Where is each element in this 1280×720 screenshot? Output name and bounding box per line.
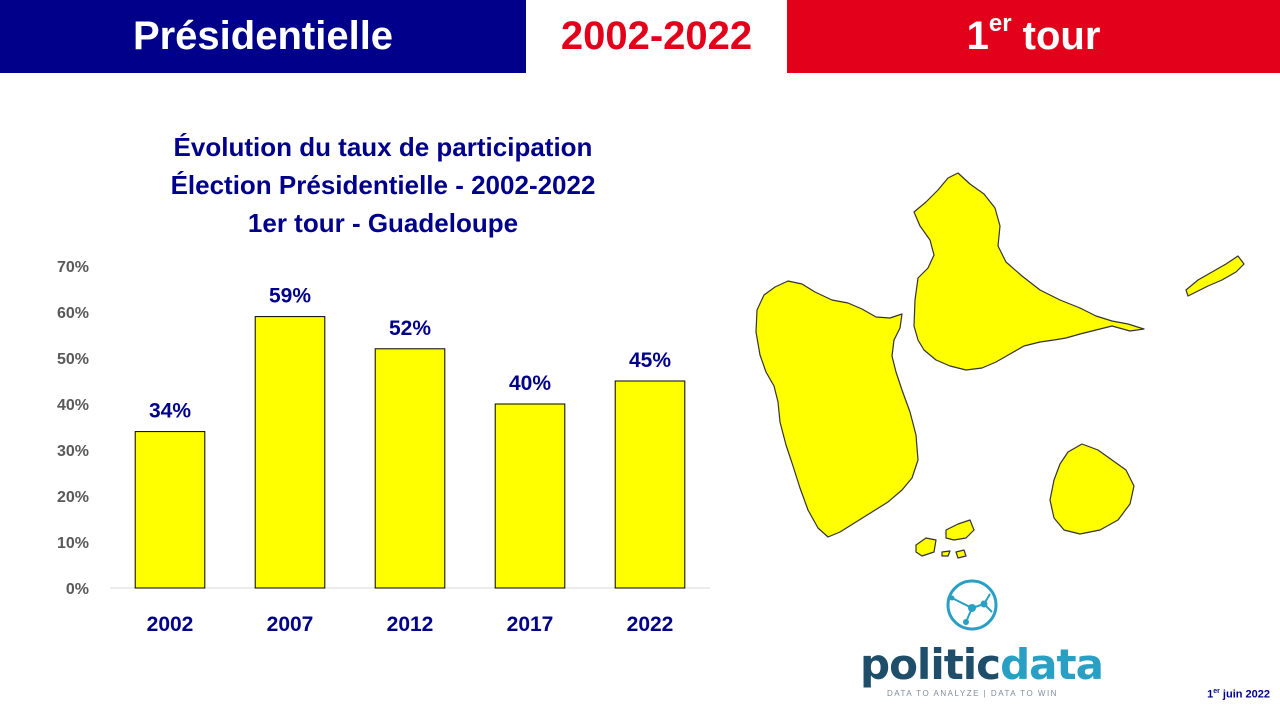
data-label-2022: 45% [629,349,671,372]
bar-2022 [614,380,686,589]
data-label-2012: 52% [389,317,431,340]
x-tick-label-2002: 2002 [147,613,194,636]
map-grande-terre [913,172,1145,371]
data-label-2007: 59% [269,285,311,308]
x-tick-label-2007: 2007 [267,613,314,636]
chart-title-line: Élection Présidentielle - 2002-2022 [171,170,596,200]
logo-wordmark: politicdata [860,640,1104,689]
header-left-banner: Présidentielle [0,0,526,73]
y-tick-label: 30% [57,443,89,460]
logo-tagline: DATA TO ANALYZE | DATA TO WIN [887,689,1058,698]
bar-2007 [254,316,326,589]
x-tick-label-2012: 2012 [387,613,434,636]
map-les-saintes-1 [915,537,937,557]
map-la-desirade [1185,255,1245,297]
bar-2002 [134,431,206,589]
data-label-2002: 34% [149,400,191,423]
header-title: Présidentielle [132,14,394,58]
header-middle-banner: 2002-2022 [526,0,787,73]
chart-title-line: Évolution du taux de participation [174,132,593,162]
politicdata-logo: politicdata DATA TO ANALYZE | DATA TO WI… [860,578,1104,703]
y-tick-label: 60% [57,305,89,322]
map-islet-2 [941,550,951,557]
guadeloupe-map-icon [755,172,1245,559]
globe-network-icon [946,579,998,631]
x-tick-label-2022: 2022 [627,613,674,636]
publication-date: 1er juin 2022 [1207,688,1270,701]
map-les-saintes-2 [945,519,975,541]
chart-title-line: 1er tour - Guadeloupe [248,208,518,238]
participation-bar-chart: Évolution du taux de participation Électi… [57,132,710,636]
y-tick-label: 0% [66,581,89,598]
bar-2012 [374,348,446,589]
y-tick-label: 40% [57,397,89,414]
bar-2017 [494,403,566,589]
y-tick-label: 50% [57,351,89,368]
header-right-banner: 1er tour [787,0,1280,73]
y-tick-label: 70% [57,259,89,276]
x-tick-label-2017: 2017 [507,613,554,636]
y-tick-label: 20% [57,489,89,506]
header-round: 1er tour [966,9,1101,58]
map-basse-terre [755,280,919,538]
map-marie-galante [1049,443,1135,535]
header-years: 2002-2022 [560,14,753,58]
map-islet-1 [955,549,967,559]
y-tick-label: 10% [57,535,89,552]
data-label-2017: 40% [509,372,551,395]
